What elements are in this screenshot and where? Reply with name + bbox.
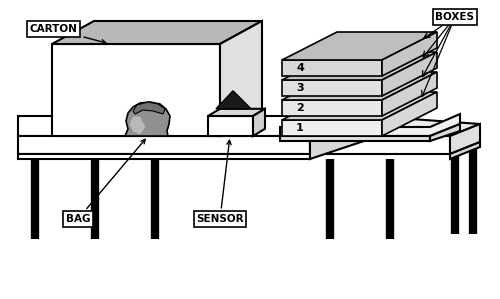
Text: 4: 4 — [296, 63, 304, 73]
Polygon shape — [18, 154, 310, 159]
Polygon shape — [18, 116, 370, 136]
Polygon shape — [450, 142, 480, 159]
Polygon shape — [18, 136, 310, 154]
Polygon shape — [382, 72, 437, 116]
Polygon shape — [282, 60, 382, 76]
Polygon shape — [282, 80, 382, 96]
Polygon shape — [125, 102, 170, 136]
Polygon shape — [282, 52, 437, 80]
Polygon shape — [310, 136, 450, 154]
Polygon shape — [52, 21, 262, 44]
Polygon shape — [208, 116, 253, 136]
Text: SENSOR: SENSOR — [196, 140, 244, 224]
Text: CARTON: CARTON — [30, 24, 106, 44]
Text: 3: 3 — [296, 83, 304, 93]
Text: BAG: BAG — [66, 139, 145, 224]
Polygon shape — [310, 116, 370, 159]
Polygon shape — [282, 72, 437, 100]
Polygon shape — [310, 116, 480, 136]
Polygon shape — [130, 117, 145, 134]
Polygon shape — [382, 32, 437, 76]
Polygon shape — [282, 32, 437, 60]
Polygon shape — [382, 52, 437, 96]
Polygon shape — [253, 109, 265, 136]
Polygon shape — [52, 44, 220, 136]
Polygon shape — [430, 124, 460, 141]
Polygon shape — [282, 92, 437, 120]
Text: 2: 2 — [296, 103, 304, 113]
Polygon shape — [282, 120, 382, 136]
Polygon shape — [216, 91, 251, 109]
Text: BOXES: BOXES — [436, 12, 474, 22]
Polygon shape — [450, 124, 480, 154]
Polygon shape — [382, 92, 437, 136]
Polygon shape — [282, 100, 382, 116]
Polygon shape — [280, 114, 460, 136]
Polygon shape — [280, 136, 430, 141]
Polygon shape — [220, 21, 262, 136]
Polygon shape — [208, 109, 265, 116]
Text: 1: 1 — [296, 123, 304, 133]
Polygon shape — [133, 102, 165, 114]
